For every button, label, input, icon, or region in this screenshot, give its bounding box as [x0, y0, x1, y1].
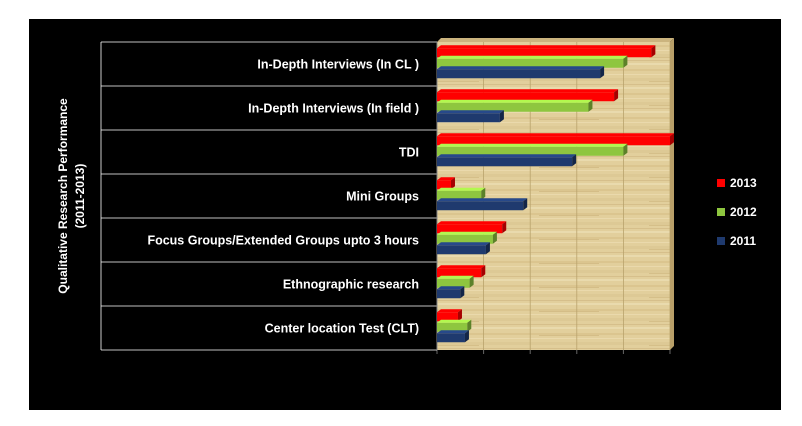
category-label: TDI [399, 146, 419, 160]
bar-2012 [437, 275, 474, 288]
legend: 2013 2012 2011 [717, 176, 757, 248]
legend-swatch-2012 [717, 208, 725, 216]
chart-frame: In-Depth Interviews (In CL ) In-Depth Int… [29, 19, 781, 410]
y-axis-title-line: (2011-2013) [73, 164, 87, 229]
y-axis-title-line: Qualitative Research Performance [56, 98, 70, 294]
bar-2012 [437, 143, 628, 156]
category-label: Mini Groups [346, 190, 419, 204]
legend-swatch-2011 [717, 237, 725, 245]
legend-swatch-2013 [717, 179, 725, 187]
bar-2011 [437, 242, 490, 255]
bar-2013 [437, 133, 674, 146]
legend-label-2011: 2011 [730, 234, 756, 248]
bar-2011 [437, 154, 577, 167]
bar-2013 [437, 221, 507, 234]
category-label: Ethnographic research [283, 278, 419, 292]
bar-2012 [437, 231, 497, 244]
legend-label-2013: 2013 [730, 176, 757, 190]
category-labels: In-Depth Interviews (In CL ) In-Depth Int… [147, 58, 419, 336]
bar-2011 [437, 198, 528, 211]
bar-2013 [437, 177, 455, 190]
bar-2011 [437, 286, 465, 299]
legend-label-2012: 2012 [730, 205, 757, 219]
bar-2013 [437, 45, 656, 58]
bar-2011 [437, 330, 469, 343]
bar-2012 [437, 187, 486, 200]
bar-2013 [437, 309, 462, 322]
bar-2012 [437, 319, 472, 332]
y-axis-title: Qualitative Research Performance (2011-20… [56, 98, 87, 294]
bar-2013 [437, 89, 619, 102]
category-separators [100, 41, 438, 351]
bar-chart: In-Depth Interviews (In CL ) In-Depth Int… [56, 38, 757, 354]
bars [437, 45, 674, 343]
bar-2011 [437, 66, 605, 79]
bar-2013 [437, 265, 486, 278]
bar-2011 [437, 110, 504, 123]
bar-2012 [437, 99, 593, 112]
bar-2012 [437, 55, 628, 68]
category-label: In-Depth Interviews (In field ) [248, 102, 419, 116]
category-label: Focus Groups/Extended Groups upto 3 hour… [147, 234, 419, 248]
category-label: In-Depth Interviews (In CL ) [257, 58, 419, 72]
category-label: Center location Test (CLT) [265, 322, 419, 336]
